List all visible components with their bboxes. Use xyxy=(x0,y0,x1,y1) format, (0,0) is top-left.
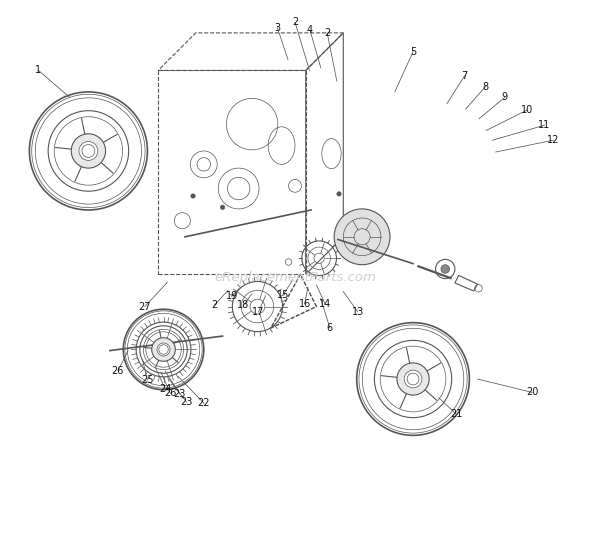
Text: 9: 9 xyxy=(502,93,508,102)
Text: 1: 1 xyxy=(35,66,41,75)
Circle shape xyxy=(82,145,95,158)
Text: 13: 13 xyxy=(352,307,364,317)
Text: 21: 21 xyxy=(450,409,462,419)
Text: 19: 19 xyxy=(225,292,238,301)
Text: 26: 26 xyxy=(112,366,124,376)
Circle shape xyxy=(397,363,429,395)
Text: 15: 15 xyxy=(277,290,289,300)
Text: 24: 24 xyxy=(159,384,171,394)
Text: 4: 4 xyxy=(307,25,313,35)
Circle shape xyxy=(337,192,341,196)
Text: 7: 7 xyxy=(461,71,468,81)
Text: 25: 25 xyxy=(141,375,153,385)
Text: 22: 22 xyxy=(198,398,210,408)
Text: 2: 2 xyxy=(324,28,330,38)
Circle shape xyxy=(159,345,168,354)
Circle shape xyxy=(152,338,175,362)
Text: 20: 20 xyxy=(526,387,538,398)
Text: 8: 8 xyxy=(483,82,489,91)
Text: 23: 23 xyxy=(181,397,193,407)
Text: 23: 23 xyxy=(173,389,186,399)
Circle shape xyxy=(191,194,195,198)
Text: 11: 11 xyxy=(539,120,550,130)
Text: 27: 27 xyxy=(139,302,151,312)
Text: 3: 3 xyxy=(274,23,280,32)
Circle shape xyxy=(79,141,98,160)
Text: 17: 17 xyxy=(253,307,265,317)
Circle shape xyxy=(441,265,450,273)
Text: 14: 14 xyxy=(319,299,331,309)
Circle shape xyxy=(221,205,225,209)
Text: 2: 2 xyxy=(211,300,218,310)
Text: 2: 2 xyxy=(292,17,298,27)
Text: 12: 12 xyxy=(547,135,559,145)
Text: 10: 10 xyxy=(521,105,533,115)
Text: 6: 6 xyxy=(327,323,333,333)
Text: 26: 26 xyxy=(165,388,176,399)
Circle shape xyxy=(334,209,390,265)
Text: 18: 18 xyxy=(237,301,250,310)
Circle shape xyxy=(71,134,106,168)
Text: 5: 5 xyxy=(410,47,416,56)
Circle shape xyxy=(404,370,422,388)
Text: eReplacementParts.com: eReplacementParts.com xyxy=(214,271,376,284)
Text: 16: 16 xyxy=(299,299,311,309)
Circle shape xyxy=(157,343,170,356)
Circle shape xyxy=(407,373,419,385)
